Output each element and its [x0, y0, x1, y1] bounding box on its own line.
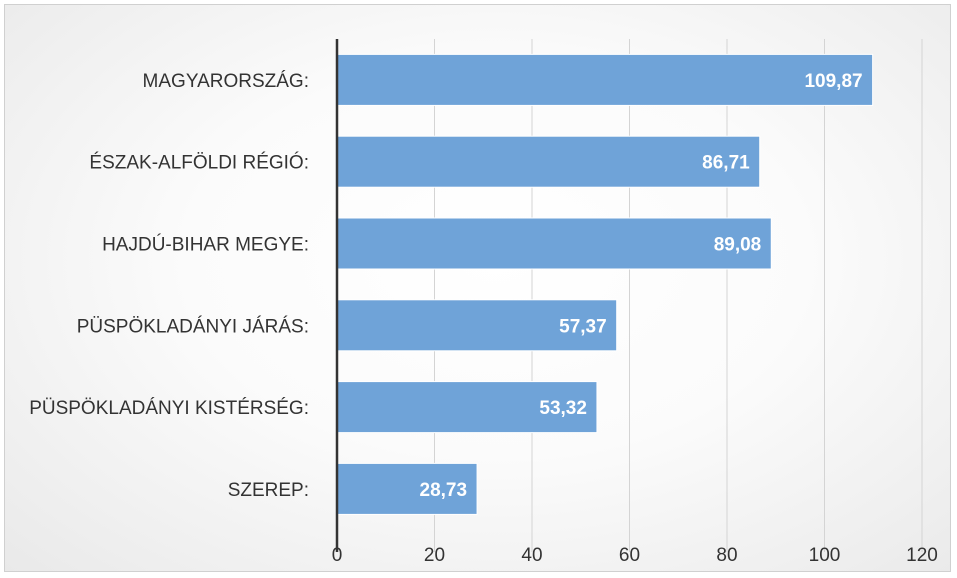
category-label: HAJDÚ-BIHAR MEGYE: — [102, 234, 309, 256]
x-tick-label: 80 — [716, 545, 737, 566]
bar — [336, 217, 772, 270]
x-tick-labels: 0 20 40 60 80 100 120 — [332, 545, 938, 566]
category-label: SZEREP: — [228, 480, 309, 501]
category-labels: MAGYARORSZÁG: ÉSZAK-ALFÖLDI RÉGIÓ: HAJDÚ-B… — [29, 71, 309, 501]
bar — [336, 53, 874, 106]
bars — [336, 53, 874, 515]
bar — [336, 299, 618, 352]
x-tick-label: 100 — [809, 545, 841, 566]
x-tick-label: 0 — [332, 545, 343, 566]
data-label: 86,71 — [702, 153, 750, 174]
bar — [336, 135, 761, 188]
x-tick-label: 40 — [521, 545, 542, 566]
bar-chart: MAGYARORSZÁG: ÉSZAK-ALFÖLDI RÉGIÓ: HAJDÚ-B… — [29, 39, 938, 566]
bar — [336, 462, 478, 515]
category-label: ÉSZAK-ALFÖLDI RÉGIÓ: — [89, 152, 309, 174]
x-tick-label: 60 — [619, 545, 640, 566]
data-label: 53,32 — [539, 398, 587, 419]
category-label: MAGYARORSZÁG: — [143, 71, 309, 92]
x-tick-label: 120 — [906, 545, 938, 566]
category-label: PÜSPÖKLADÁNYI JÁRÁS: — [77, 316, 309, 337]
data-label: 89,08 — [714, 235, 762, 256]
x-tick-label: 20 — [424, 545, 445, 566]
gridlines — [434, 39, 923, 552]
data-label: 28,73 — [420, 480, 468, 501]
category-label: PÜSPÖKLADÁNYI KISTÉRSÉG: — [29, 398, 309, 419]
chart-frame: MAGYARORSZÁG: ÉSZAK-ALFÖLDI RÉGIÓ: HAJDÚ-B… — [4, 4, 951, 572]
data-labels: 109,87 86,71 89,08 57,37 53,32 28,73 — [420, 71, 863, 501]
data-label: 109,87 — [804, 71, 862, 92]
data-label: 57,37 — [559, 316, 607, 337]
